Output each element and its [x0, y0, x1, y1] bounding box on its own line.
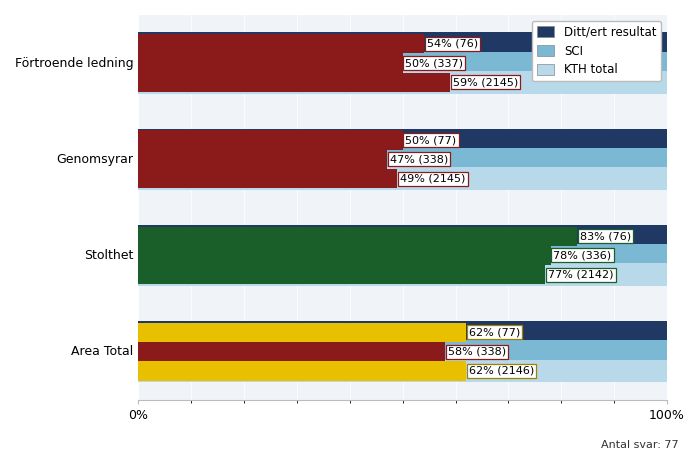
- Bar: [139, 169, 398, 188]
- Bar: [139, 340, 667, 363]
- Text: 54% (76): 54% (76): [426, 39, 477, 49]
- Bar: [139, 34, 424, 54]
- Bar: [139, 361, 466, 380]
- Bar: [139, 73, 450, 92]
- Bar: [139, 323, 466, 342]
- Bar: [139, 54, 402, 73]
- Text: Antal svar: 77: Antal svar: 77: [601, 440, 679, 450]
- Bar: [139, 359, 667, 382]
- Text: 58% (338): 58% (338): [448, 347, 506, 357]
- Text: 77% (2142): 77% (2142): [548, 270, 614, 280]
- Text: 83% (76): 83% (76): [580, 231, 631, 241]
- Bar: [139, 131, 402, 150]
- Bar: [139, 167, 667, 190]
- Bar: [139, 265, 545, 284]
- Bar: [139, 129, 667, 152]
- Bar: [139, 246, 551, 265]
- Bar: [139, 150, 387, 169]
- Text: 47% (338): 47% (338): [390, 154, 448, 164]
- Text: 50% (337): 50% (337): [405, 58, 463, 68]
- Text: 62% (2146): 62% (2146): [469, 366, 534, 376]
- Legend: Ditt/ert resultat, SCI, KTH total: Ditt/ert resultat, SCI, KTH total: [532, 21, 662, 81]
- Bar: [139, 71, 667, 94]
- Bar: [139, 225, 667, 248]
- Bar: [139, 263, 667, 286]
- Bar: [139, 342, 445, 361]
- Bar: [139, 244, 667, 267]
- Text: 50% (77): 50% (77): [405, 135, 456, 145]
- Text: 59% (2145): 59% (2145): [453, 77, 518, 87]
- Text: 78% (336): 78% (336): [554, 251, 612, 260]
- Bar: [139, 32, 667, 55]
- Text: 62% (77): 62% (77): [469, 328, 520, 338]
- Bar: [139, 321, 667, 344]
- Bar: [139, 227, 578, 246]
- Bar: [139, 52, 667, 75]
- Bar: [139, 148, 667, 171]
- Text: 49% (2145): 49% (2145): [400, 173, 466, 183]
